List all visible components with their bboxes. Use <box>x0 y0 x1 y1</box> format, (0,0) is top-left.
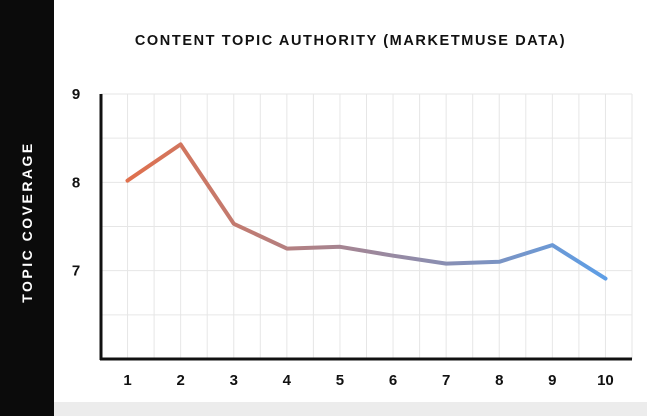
y-axis-label-band: TOPIC COVERAGE <box>0 0 54 416</box>
x-tick-label: 4 <box>283 372 292 389</box>
data-point <box>179 142 183 146</box>
data-point <box>603 277 607 281</box>
x-tick-label: 9 <box>548 372 556 389</box>
x-tick-label: 8 <box>495 372 503 389</box>
data-point <box>126 179 130 183</box>
data-point <box>232 222 236 226</box>
y-tick-label: 7 <box>72 263 80 280</box>
x-tick-label: 2 <box>176 372 184 389</box>
data-point <box>497 260 501 264</box>
x-tick-label: 10 <box>597 372 614 389</box>
data-point <box>444 262 448 266</box>
x-tick-label: 1 <box>123 372 131 389</box>
x-tick-label: 6 <box>389 372 397 389</box>
bottom-strip <box>54 402 647 416</box>
series-line <box>125 142 608 281</box>
y-tick-label: 8 <box>72 174 80 191</box>
data-point <box>391 254 395 258</box>
y-tick-label: 9 <box>72 86 80 103</box>
x-tick-label: 7 <box>442 372 450 389</box>
data-point <box>338 245 342 249</box>
chart-title: CONTENT TOPIC AUTHORITY (MARKETMUSE DATA… <box>134 33 567 49</box>
data-point <box>285 247 289 251</box>
x-tick-label: 3 <box>230 372 238 389</box>
data-point <box>550 243 554 247</box>
x-tick-label: 5 <box>336 372 344 389</box>
